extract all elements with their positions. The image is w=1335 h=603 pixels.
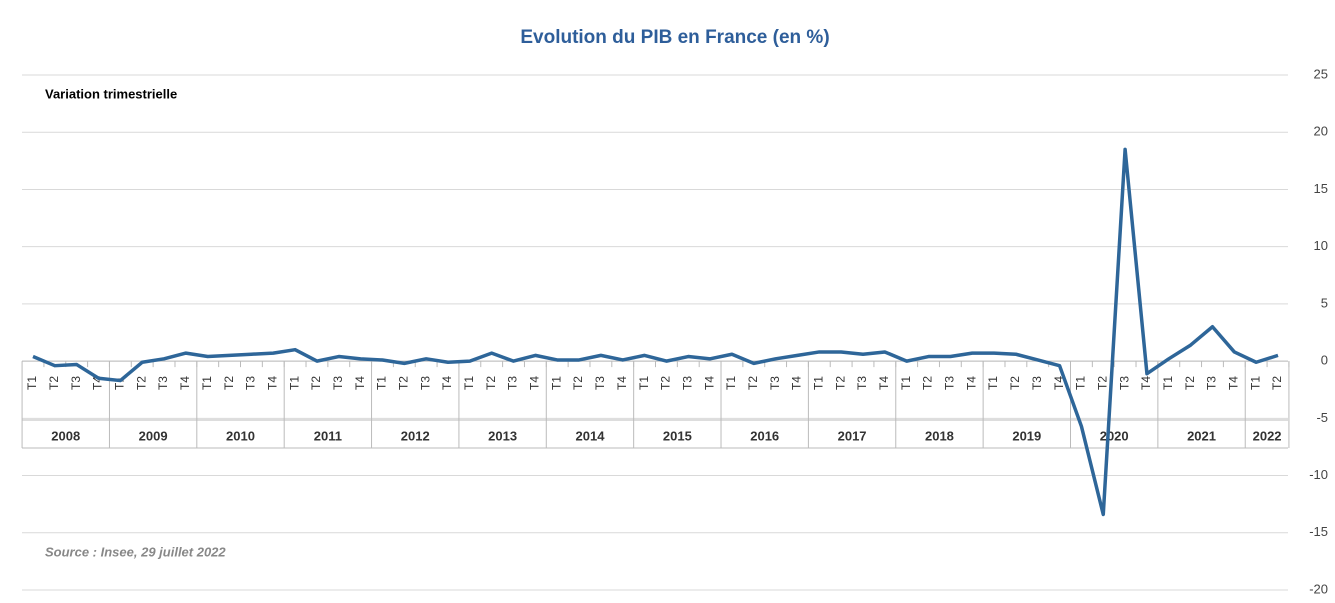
x-tick-label: T1 — [1161, 376, 1175, 390]
x-tick-label: T1 — [899, 376, 913, 390]
year-label: 2017 — [838, 428, 867, 443]
x-tick-label: T3 — [156, 376, 170, 390]
x-tick-label: T1 — [549, 376, 563, 390]
x-tick-label: T1 — [724, 376, 738, 390]
x-tick-label: T4 — [265, 376, 279, 390]
x-tick-label: T3 — [244, 376, 258, 390]
y-tick-label: 5 — [1321, 295, 1328, 310]
x-tick-label: T3 — [1117, 376, 1131, 390]
x-tick-label: T3 — [768, 376, 782, 390]
x-tick-label: T1 — [986, 376, 1000, 390]
x-tick-label: T3 — [418, 376, 432, 390]
year-label: 2016 — [750, 428, 779, 443]
year-label: 2020 — [1100, 428, 1129, 443]
y-tick-label: -20 — [1309, 581, 1328, 596]
x-tick-label: T2 — [659, 376, 673, 390]
x-tick-label: T2 — [746, 376, 760, 390]
x-tick-label: T3 — [1030, 376, 1044, 390]
year-label: 2012 — [401, 428, 430, 443]
year-label: 2019 — [1012, 428, 1041, 443]
x-tick-label: T2 — [1183, 376, 1197, 390]
x-tick-label: T4 — [353, 376, 367, 390]
x-tick-label: T3 — [69, 376, 83, 390]
x-tick-label: T2 — [134, 376, 148, 390]
x-tick-label: T2 — [571, 376, 585, 390]
x-tick-label: T4 — [1226, 376, 1240, 390]
x-tick-label: T1 — [25, 376, 39, 390]
x-tick-label: T1 — [200, 376, 214, 390]
series-line — [32, 147, 1279, 517]
y-tick-label: 20 — [1314, 124, 1328, 139]
x-tick-label: T1 — [462, 376, 476, 390]
y-tick-label: -10 — [1309, 467, 1328, 482]
x-tick-label: T2 — [1008, 376, 1022, 390]
x-tick-label: T4 — [964, 376, 978, 390]
year-label: 2022 — [1253, 428, 1282, 443]
x-tick-label: T4 — [877, 376, 891, 390]
x-tick-label: T4 — [528, 376, 542, 390]
year-label: 2013 — [488, 428, 517, 443]
x-tick-label: T1 — [287, 376, 301, 390]
x-tick-label: T4 — [178, 376, 192, 390]
y-tick-label: 15 — [1314, 181, 1328, 196]
subtitle: Variation trimestrielle — [45, 86, 177, 101]
y-tick-label: -15 — [1309, 524, 1328, 539]
x-tick-label: T2 — [47, 376, 61, 390]
x-tick-label: T3 — [855, 376, 869, 390]
y-tick-label: 25 — [1314, 66, 1328, 81]
x-tick-label: T1 — [637, 376, 651, 390]
y-tick-label: -5 — [1316, 410, 1328, 425]
x-tick-label: T1 — [375, 376, 389, 390]
x-tick-label: T4 — [790, 376, 804, 390]
x-tick-label: T2 — [484, 376, 498, 390]
chart-title: Evolution du PIB en France (en %) — [520, 27, 829, 48]
year-label: 2021 — [1187, 428, 1216, 443]
x-tick-label: T2 — [833, 376, 847, 390]
year-label: 2009 — [139, 428, 168, 443]
x-tick-label: T4 — [1139, 376, 1153, 390]
x-tick-label: T2 — [222, 376, 236, 390]
x-tick-label: T2 — [921, 376, 935, 390]
y-tick-label: 0 — [1321, 353, 1328, 368]
year-label: 2015 — [663, 428, 692, 443]
y-tick-label: 10 — [1314, 238, 1328, 253]
year-label: 2014 — [576, 428, 606, 443]
x-tick-label: T3 — [943, 376, 957, 390]
x-tick-label: T2 — [1270, 376, 1284, 390]
x-tick-label: T3 — [331, 376, 345, 390]
year-label: 2011 — [314, 428, 342, 443]
x-tick-label: T1 — [1074, 376, 1088, 390]
x-tick-label: T4 — [440, 376, 454, 390]
x-tick-label: T1 — [811, 376, 825, 390]
x-tick-label: T4 — [1052, 376, 1066, 390]
year-label: 2010 — [226, 428, 255, 443]
year-label: 2018 — [925, 428, 954, 443]
year-label: 2008 — [51, 428, 80, 443]
x-tick-label: T4 — [615, 376, 629, 390]
x-tick-label: T2 — [1095, 376, 1109, 390]
x-tick-label: T3 — [1205, 376, 1219, 390]
source-note: Source : Insee, 29 juillet 2022 — [45, 544, 226, 559]
x-tick-label: T2 — [396, 376, 410, 390]
x-tick-label: T3 — [593, 376, 607, 390]
x-tick-label: T3 — [680, 376, 694, 390]
x-tick-label: T4 — [702, 376, 716, 390]
x-tick-label: T2 — [309, 376, 323, 390]
x-tick-label: T3 — [506, 376, 520, 390]
x-tick-label: T1 — [1248, 376, 1262, 390]
